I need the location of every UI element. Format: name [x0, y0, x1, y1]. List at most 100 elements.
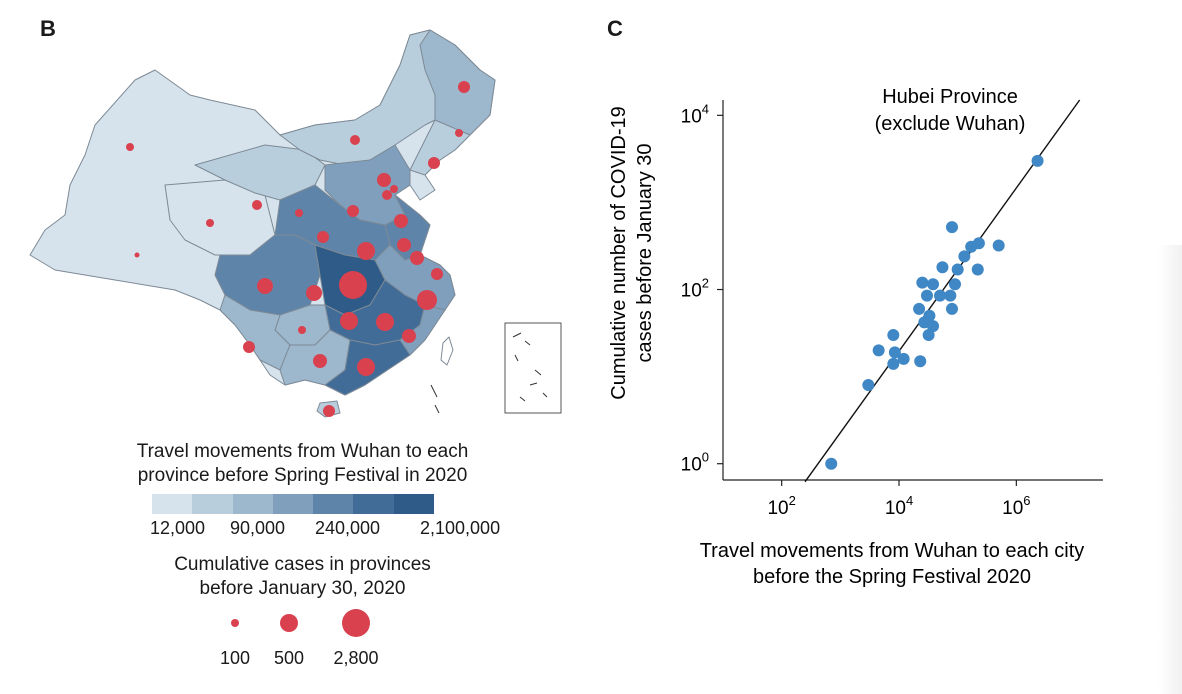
- data-point-13: [934, 289, 947, 302]
- bubble-jilin: [455, 129, 463, 137]
- region-taiwan: [440, 336, 454, 366]
- y-tick-label-1: 102: [681, 276, 709, 302]
- data-point-23: [888, 346, 901, 359]
- data-point-16: [945, 302, 958, 315]
- travel-color-bar: [152, 494, 434, 514]
- cases-legend-title-line1: Cumulative cases in provinces: [174, 554, 431, 575]
- bubble-hubei: [339, 271, 367, 299]
- data-point-27: [862, 379, 875, 392]
- bubble-beijing: [377, 173, 391, 187]
- color-bar-segment-6: [353, 494, 394, 514]
- data-point-5: [958, 250, 971, 263]
- data-point-6: [936, 261, 949, 274]
- bubble-yunnan: [243, 341, 255, 353]
- x-axis-title-line1: Travel movements from Wuhan to each city: [700, 540, 1085, 562]
- bubble-jiangsu: [397, 238, 411, 252]
- bubble-guangdong: [357, 358, 375, 376]
- color-tick-1: 12,000: [150, 518, 206, 538]
- bubble-anhui: [410, 251, 424, 265]
- south-china-sea-inset: [504, 322, 562, 414]
- bubble-xinjiang: [126, 143, 134, 151]
- bubble-jiangxi: [376, 313, 394, 331]
- bubble-liaoning: [428, 157, 440, 169]
- data-point-22: [872, 344, 885, 357]
- color-bar-segment-2: [192, 494, 233, 514]
- travel-legend-title-line2: province before Spring Festival in 2020: [137, 465, 468, 486]
- bubble-sichuan: [257, 278, 273, 294]
- data-point-10: [927, 278, 940, 291]
- color-bar-segment-1: [152, 494, 193, 514]
- y-ticks: 100 102 104: [681, 101, 723, 476]
- color-bar-segment-5: [313, 494, 354, 514]
- data-point-4: [965, 240, 978, 253]
- bubble-shanxi: [347, 205, 359, 217]
- bubble-qinghai: [206, 219, 214, 227]
- panel-b-label: B: [40, 16, 56, 41]
- x-tick-label-2: 106: [1002, 493, 1030, 519]
- y-tick-label-2: 104: [681, 101, 709, 127]
- size-label-100: 100: [219, 648, 251, 668]
- data-point-28: [825, 457, 838, 470]
- bubble-guizhou: [298, 326, 306, 334]
- data-point-12: [920, 289, 933, 302]
- color-bar-segment-7: [393, 494, 434, 514]
- bubble-henan: [357, 242, 375, 260]
- annotation-line1: Hubei Province: [882, 86, 1018, 108]
- bubble-hainan: [323, 405, 335, 417]
- bubble-innermongolia: [350, 135, 360, 145]
- x-tick-label-0: 102: [767, 493, 795, 519]
- size-label-2800: 2,800: [333, 648, 379, 668]
- bubble-zhejiang: [417, 290, 437, 310]
- data-point-3: [992, 239, 1005, 252]
- color-tick-2: 90,000: [230, 518, 286, 538]
- size-legend-small: [231, 619, 239, 627]
- travel-legend-title: Travel movements from Wuhan to each prov…: [100, 440, 505, 488]
- bubble-fujian: [402, 329, 416, 343]
- cases-size-legend: [231, 609, 370, 637]
- color-bar-segment-4: [272, 494, 314, 514]
- data-point-0: [1031, 154, 1044, 167]
- size-label-500: 500: [273, 648, 305, 668]
- data-point-11: [948, 278, 961, 291]
- color-tick-3: 240,000: [315, 518, 381, 538]
- data-point-9: [916, 276, 929, 289]
- bubble-gansu: [252, 200, 262, 210]
- data-point-21: [887, 329, 900, 342]
- data-point-25: [914, 355, 927, 368]
- bubble-hunan: [340, 312, 358, 330]
- data-point-1: [945, 221, 958, 234]
- bubble-heilongjiang: [458, 81, 470, 93]
- data-point-8: [971, 263, 984, 276]
- bubble-guangxi: [313, 354, 327, 368]
- bubble-tibet: [134, 252, 140, 258]
- y-tick-label-0: 100: [681, 450, 709, 476]
- bubble-shanghai: [431, 268, 443, 280]
- data-point-14: [944, 289, 957, 302]
- right-edge-shadow: [1158, 245, 1182, 694]
- size-legend-medium: [280, 614, 298, 632]
- data-point-19: [927, 320, 940, 333]
- china-province-map: [29, 29, 562, 418]
- panel-c-label: C: [607, 16, 623, 41]
- bubble-chongqing: [306, 285, 322, 301]
- bubble-hebei: [382, 190, 392, 200]
- data-point-26: [887, 357, 900, 370]
- bubble-ningxia: [295, 209, 303, 217]
- x-ticks: 102 104 106: [767, 480, 1031, 519]
- annotation-line2: (exclude Wuhan): [875, 113, 1026, 135]
- bubble-shandong: [394, 214, 408, 228]
- size-legend-large: [342, 609, 370, 637]
- y-axis-title: Cumulative number of COVID-19 cases befo…: [608, 106, 656, 399]
- travel-legend-title-line1: Travel movements from Wuhan to each: [136, 441, 469, 462]
- cases-legend-title-line2: before January 30, 2020: [199, 578, 406, 599]
- data-point-20: [922, 329, 935, 342]
- cases-legend-title: Cumulative cases in provinces before Jan…: [100, 553, 505, 601]
- data-point-24: [897, 352, 910, 365]
- color-bar-segment-3: [232, 494, 273, 514]
- color-tick-4: 2,100,000: [420, 518, 501, 538]
- data-points: [825, 154, 1044, 470]
- travel-vs-cases-scatter: Cumulative number of COVID-19 cases befo…: [608, 86, 1103, 588]
- case-bubbles: [126, 81, 470, 417]
- x-tick-label-1: 104: [885, 493, 913, 519]
- data-point-15: [913, 302, 926, 315]
